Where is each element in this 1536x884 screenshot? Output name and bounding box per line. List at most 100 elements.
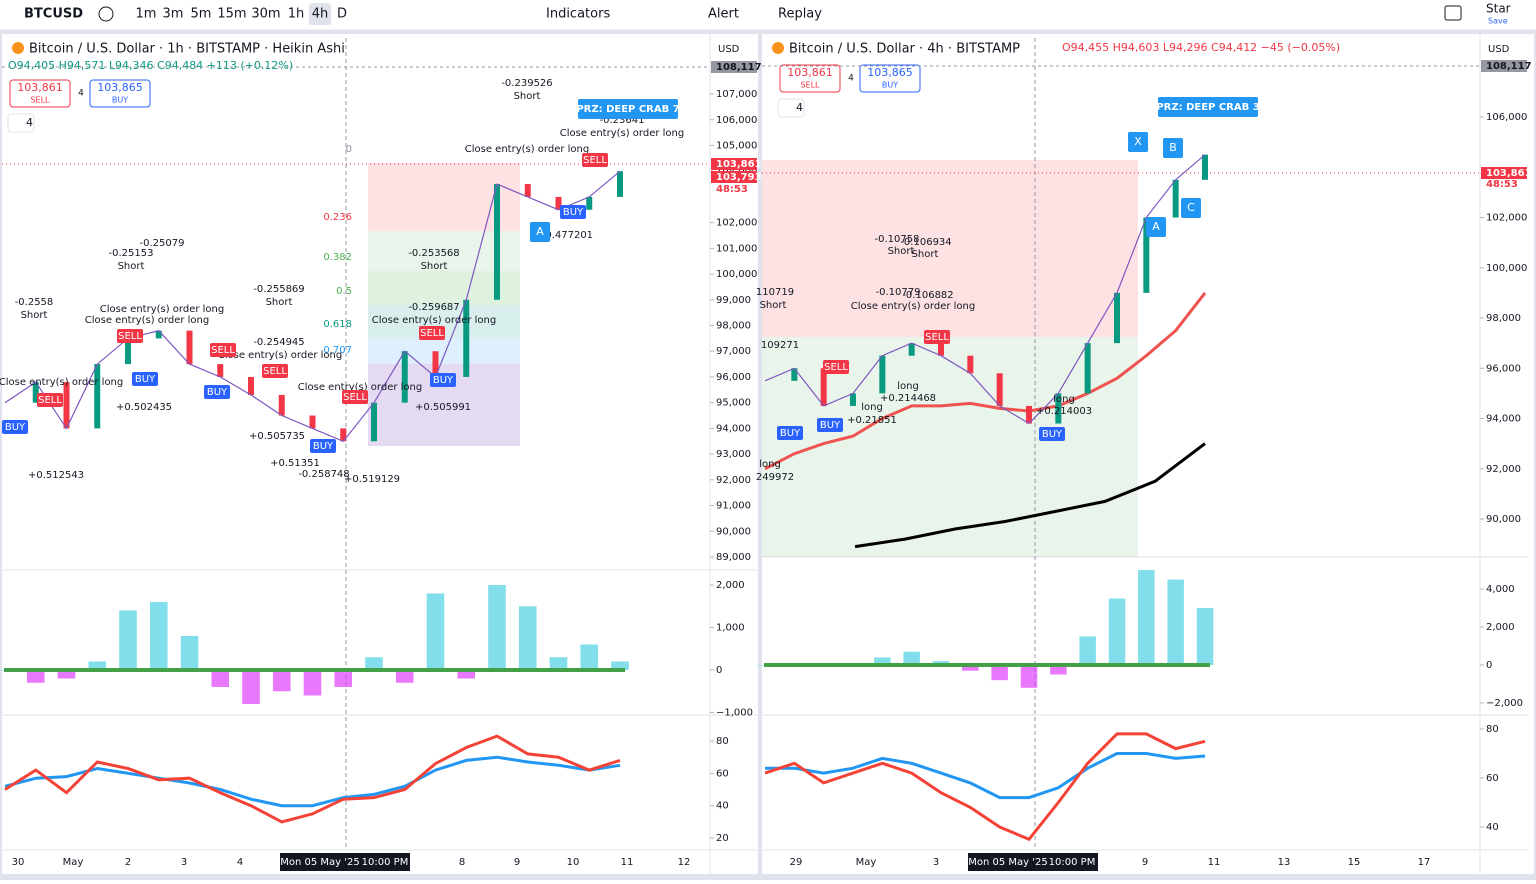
crosshair-date: Mon 05 May '25: [968, 857, 1048, 868]
fib-level: 0: [346, 144, 352, 155]
price-line: [4, 170, 621, 443]
histogram-bar: [1020, 665, 1038, 688]
sell-label: SELL: [30, 96, 50, 105]
hist-tick-label: 2,000: [716, 580, 745, 591]
time-label: 10: [567, 857, 580, 868]
indicators-button[interactable]: Indicators: [546, 7, 610, 22]
signal-box: [37, 393, 63, 407]
buy-button[interactable]: [89, 79, 151, 108]
pattern-point: [1181, 198, 1201, 218]
time-label: 4: [237, 857, 243, 868]
candle: [908, 343, 915, 356]
layers-toggle[interactable]: [777, 98, 805, 118]
signal-label: SELL: [118, 331, 142, 342]
symbol[interactable]: BTCUSD: [24, 7, 83, 22]
histogram-bar: [991, 665, 1008, 681]
interval-button[interactable]: 5m: [191, 7, 212, 22]
candle: [371, 402, 377, 442]
strategy-annotation: Close entry(s) order long: [465, 144, 589, 155]
strategy-annotation: +0.512543: [28, 470, 84, 481]
strategy-annotation: 110719: [756, 287, 794, 298]
strategy-annotation: Short: [888, 246, 915, 257]
price-badge: [1481, 60, 1527, 72]
fib-level: 0.236: [323, 212, 352, 223]
candle: [432, 351, 439, 377]
strategy-annotation: -0.25079: [140, 238, 185, 249]
star-label[interactable]: Star: [1486, 2, 1511, 16]
layers-toggle[interactable]: [7, 113, 35, 133]
signal-label: SELL: [38, 395, 62, 406]
time-label: 17: [1418, 857, 1431, 868]
pane-title: Bitcoin / U.S. Dollar · 4h · BITSTAMP: [789, 42, 1020, 57]
strategy-annotation: -0.259687: [408, 302, 459, 313]
signal-label: SELL: [925, 332, 949, 343]
interval-button[interactable]: 4h: [312, 7, 329, 22]
crosshair-time-badge: [968, 853, 1098, 871]
price-tick-label: 100,000: [716, 269, 757, 280]
hist-tick-label: 4,000: [1486, 584, 1515, 595]
signal-box: [310, 439, 336, 453]
buy-price: 103,865: [867, 66, 913, 79]
candle: [938, 343, 944, 356]
signal-box: [2, 420, 28, 434]
osc-tick-label: 20: [716, 833, 729, 844]
histogram-bar: [119, 610, 137, 670]
time-label: 30: [12, 857, 25, 868]
candle: [340, 428, 347, 442]
signal-box: [430, 373, 456, 387]
buy-button[interactable]: [859, 64, 921, 93]
pattern-point: [530, 222, 550, 242]
currency[interactable]: USD: [1488, 44, 1510, 55]
time-label: 9: [1142, 857, 1148, 868]
sell-button[interactable]: [9, 79, 71, 108]
time-label: 8: [459, 857, 465, 868]
strategy-annotation: Short: [760, 300, 787, 311]
candle: [555, 196, 562, 210]
price-tick-label: 98,000: [1486, 313, 1521, 324]
strategy-annotation: Short: [118, 261, 145, 272]
price-tick-label: 89,000: [716, 552, 751, 563]
osc-slow: [765, 752, 1206, 800]
currency[interactable]: USD: [718, 44, 740, 55]
signal-label: BUY: [5, 422, 26, 433]
pattern-point-label: C: [1187, 201, 1195, 214]
signal-label: BUY: [313, 441, 334, 452]
strategy-annotation: +0.214003: [1036, 406, 1092, 417]
price-tick-label: 96,000: [1486, 363, 1521, 374]
interval-button[interactable]: D: [337, 7, 347, 22]
replay-button[interactable]: Replay: [778, 7, 822, 22]
hist-tick-label: 1,000: [716, 623, 745, 634]
sell-button[interactable]: [779, 64, 841, 93]
hist-tick-label: −2,000: [1486, 698, 1523, 709]
histogram-bar: [903, 651, 920, 665]
histogram-bar: [1050, 665, 1067, 675]
save-label[interactable]: Save: [1488, 17, 1508, 26]
prz-label: PRZ: DEEP CRAB 7: [576, 104, 679, 115]
histogram-bar: [242, 670, 260, 704]
price-tick-label: 91,000: [716, 501, 751, 512]
time-label: 2: [125, 857, 131, 868]
histogram-bar: [457, 670, 476, 679]
alert-button[interactable]: Alert: [708, 7, 739, 22]
osc-tick-label: 40: [1486, 822, 1499, 833]
interval-button[interactable]: 15m: [217, 7, 246, 22]
interval-button[interactable]: 3m: [163, 7, 184, 22]
active-interval: [309, 3, 331, 25]
strategy-annotation: 109271: [761, 340, 799, 351]
interval-button[interactable]: 30m: [251, 7, 280, 22]
osc-tick-label: 80: [716, 736, 729, 747]
histogram-bar: [88, 661, 107, 670]
signal-box: [342, 390, 368, 404]
signal-label: BUY: [1042, 429, 1063, 440]
price-tick-label: 107,000: [716, 89, 757, 100]
interval-button[interactable]: 1m: [136, 7, 157, 22]
strategy-annotation: -0.258748: [298, 469, 349, 480]
price-tick-label: 105,000: [716, 140, 757, 151]
signal-box: [823, 360, 849, 374]
signal-label: SELL: [420, 328, 444, 339]
candle: [63, 382, 70, 429]
interval-button[interactable]: 1h: [288, 7, 305, 22]
strategy-annotation: long: [1053, 394, 1075, 405]
candle: [94, 364, 101, 429]
spread: 4: [848, 74, 854, 84]
